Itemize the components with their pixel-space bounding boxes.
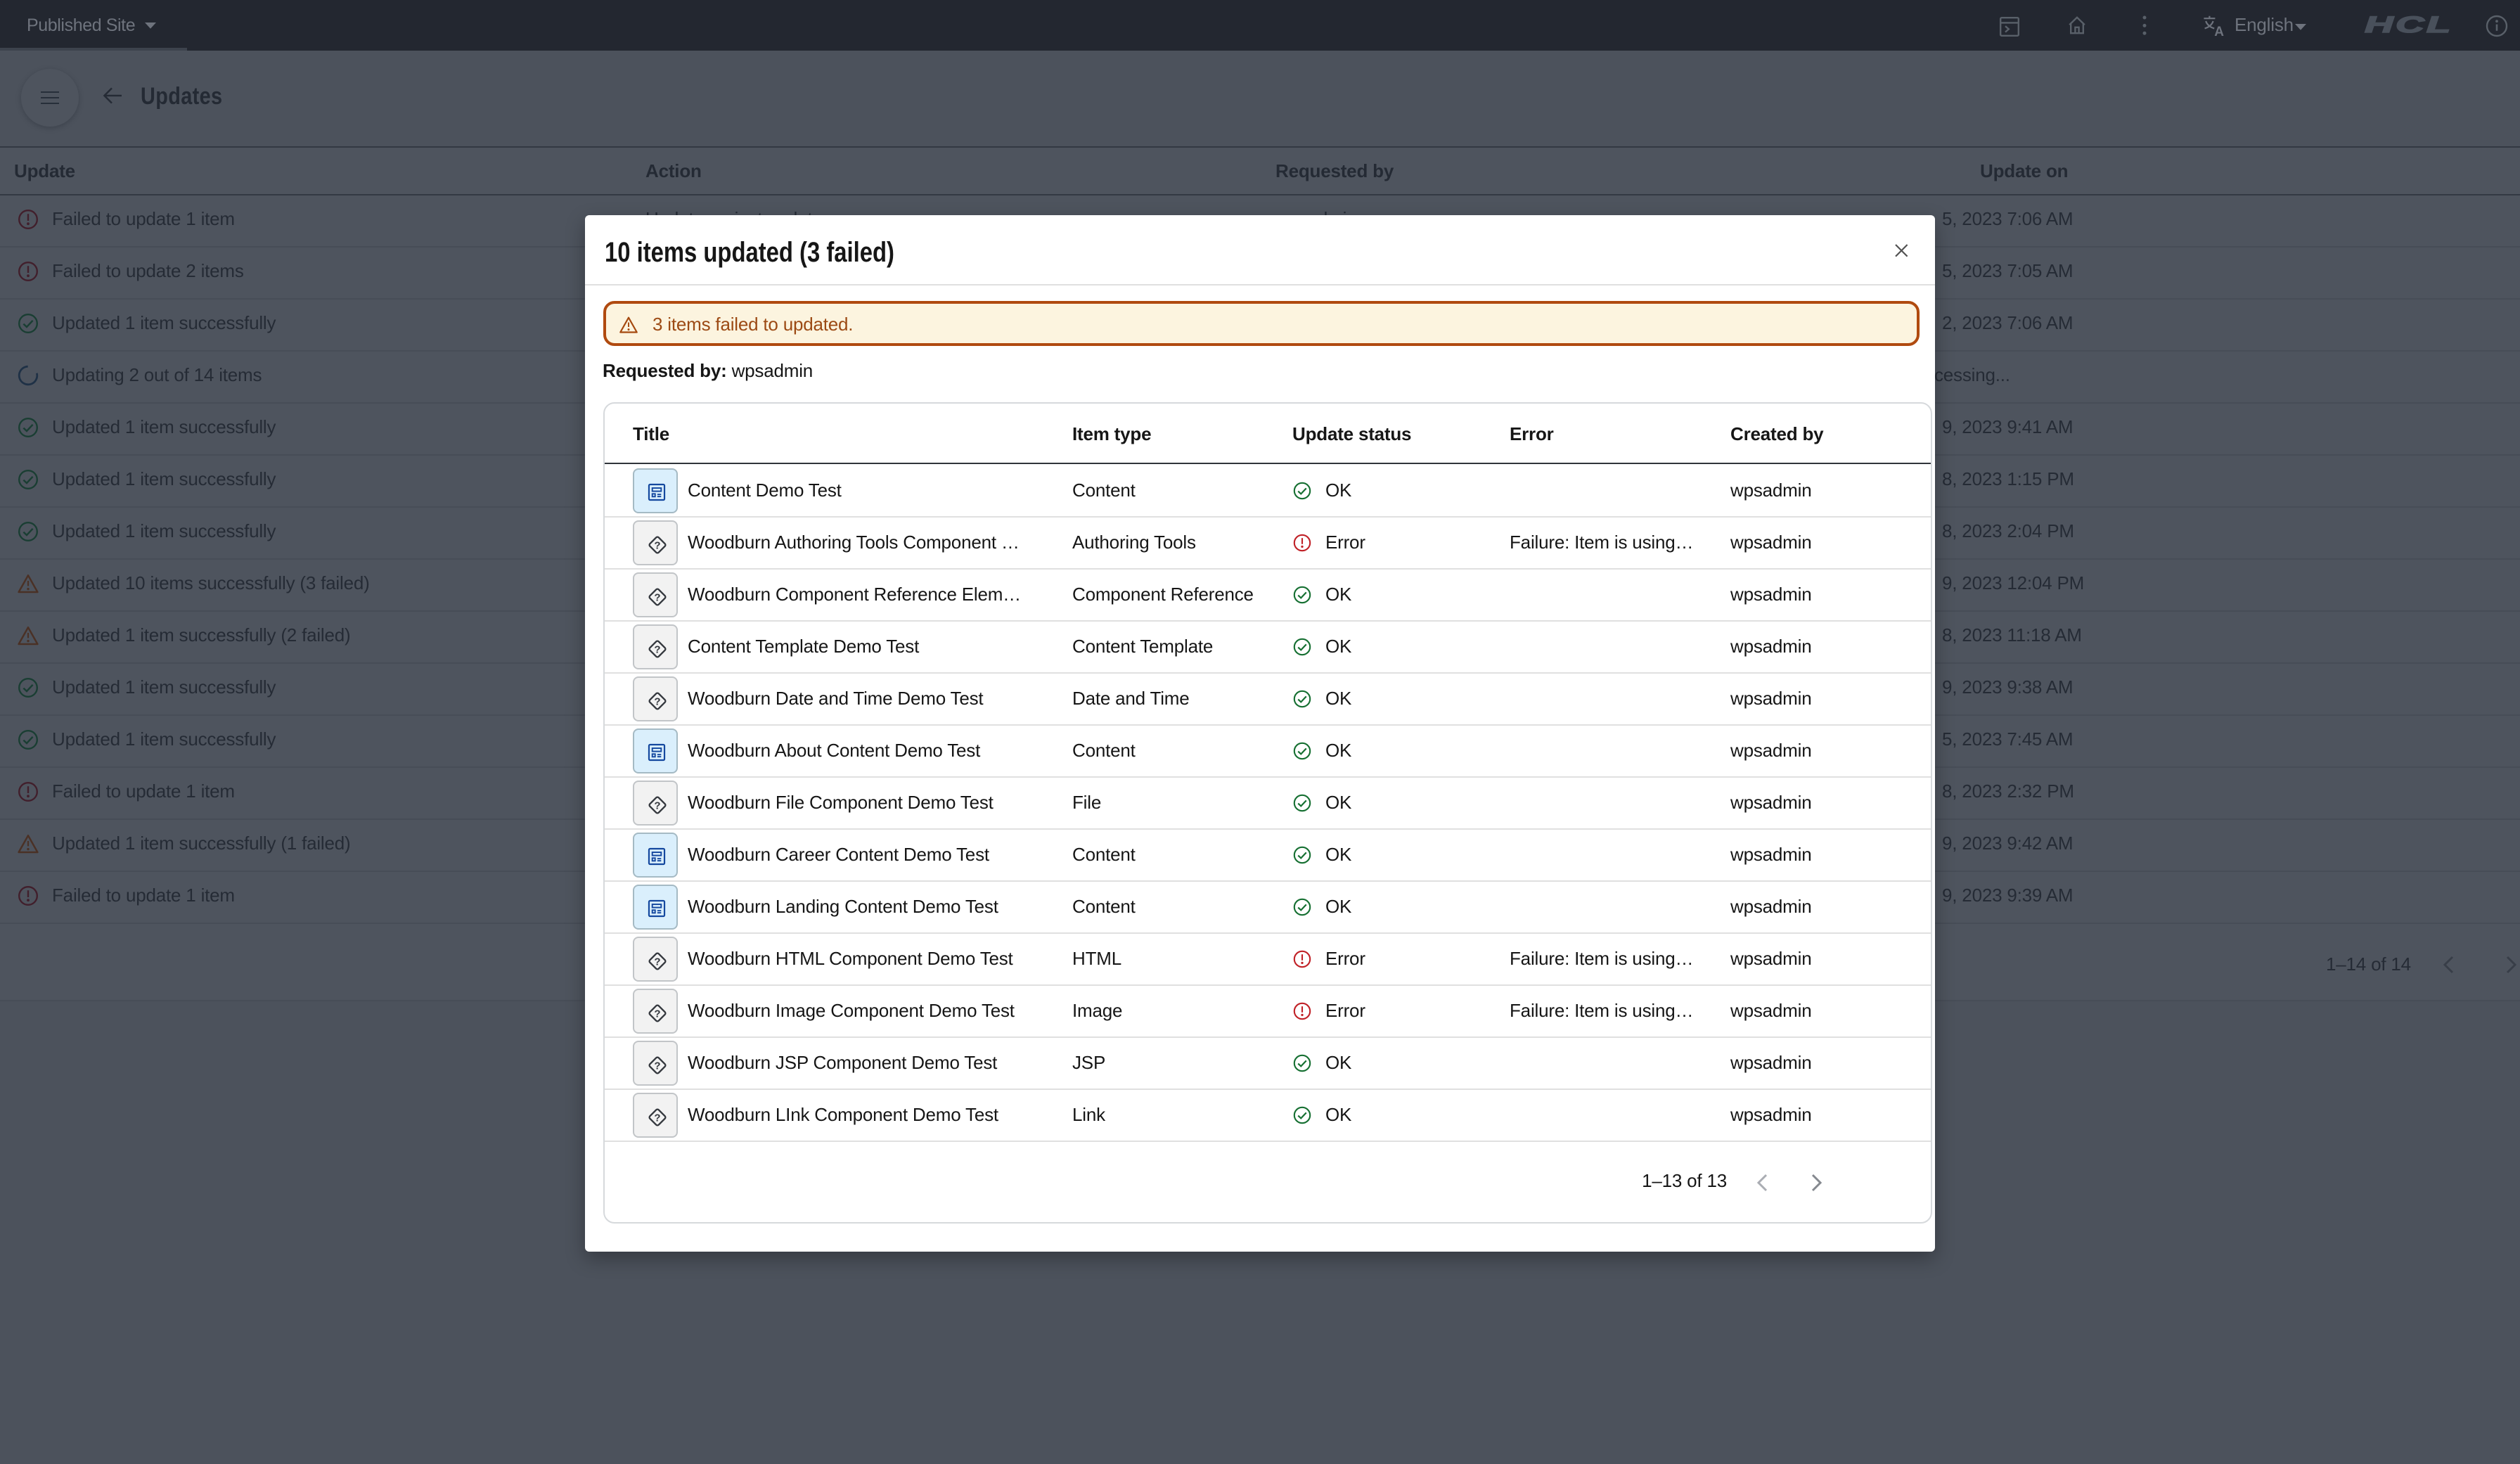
svg-text:A: A bbox=[2214, 25, 2224, 38]
svg-text:?: ? bbox=[653, 591, 660, 603]
svg-text:?: ? bbox=[653, 1112, 660, 1124]
svg-text:?: ? bbox=[653, 1008, 660, 1020]
svg-text:?: ? bbox=[653, 539, 660, 551]
svg-text:?: ? bbox=[653, 956, 660, 968]
svg-text:?: ? bbox=[653, 643, 660, 655]
svg-text:?: ? bbox=[653, 800, 660, 811]
svg-text:?: ? bbox=[653, 695, 660, 707]
svg-text:?: ? bbox=[653, 1060, 660, 1072]
